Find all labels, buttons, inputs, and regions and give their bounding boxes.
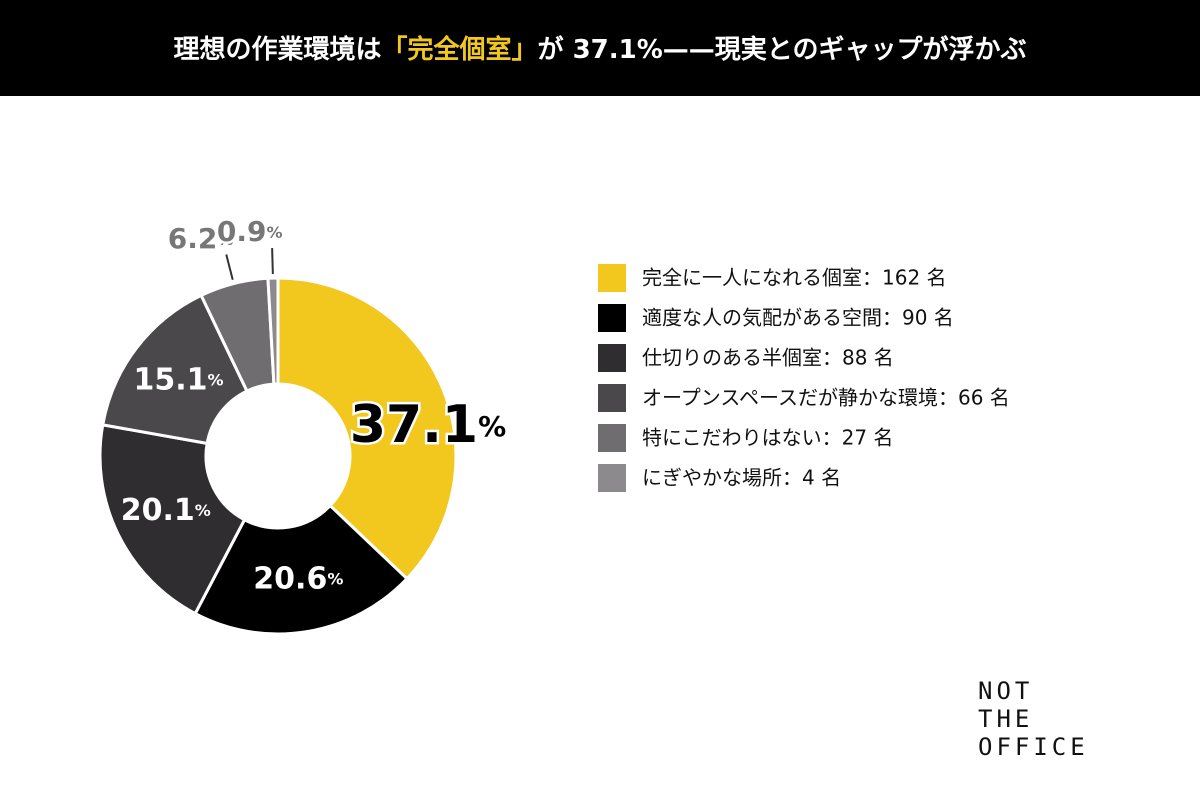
logo-line: THE — [978, 705, 1033, 733]
legend-swatch — [598, 344, 626, 372]
label-number: 0.9 — [217, 215, 267, 248]
title-highlight: 「完全個室」 — [382, 34, 538, 65]
legend-label: 適度な人の気配がある空間：90 名 — [642, 306, 954, 330]
logo-line: NOT — [978, 677, 1033, 705]
data-label: 20.6% — [253, 561, 343, 596]
label-number: 6.2 — [168, 222, 218, 255]
label-unit: % — [217, 230, 233, 249]
leader-line — [225, 254, 234, 280]
pie-slice — [193, 503, 410, 636]
label-unit: % — [478, 410, 506, 443]
pie-slice — [266, 276, 280, 386]
legend-swatch — [598, 304, 626, 332]
data-label: 6.2% — [168, 222, 234, 255]
pie-slice — [98, 423, 247, 616]
pie-slice — [101, 293, 249, 446]
label-unit: % — [327, 569, 343, 588]
label-unit: % — [195, 500, 211, 519]
label-number: 20.1 — [121, 492, 195, 527]
label-unit: % — [266, 223, 282, 242]
title-bar — [0, 0, 1200, 96]
legend-label: 仕切りのある半個室：88 名 — [642, 346, 894, 370]
data-label: 15.1% — [133, 362, 223, 397]
legend-label: にぎやかな場所：4 名 — [642, 466, 841, 490]
legend-label: オープンスペースだが静かな環境：66 名 — [642, 386, 1010, 410]
label-number: 37.1 — [350, 395, 478, 455]
data-label: 37.1% — [350, 395, 506, 455]
title-part: 理想の作業環境は — [173, 34, 381, 65]
data-label: 0.9% — [217, 215, 283, 248]
logo: NOT THE OFFICE — [978, 677, 1089, 761]
legend-swatch — [598, 424, 626, 452]
legend-label: 特にこだわりはない：27 名 — [642, 426, 893, 450]
label-number: 15.1 — [133, 362, 207, 397]
legend-swatch — [598, 464, 626, 492]
pie-slice — [276, 276, 458, 581]
title-part: が 37.1%——現実とのギャップが浮かぶ — [538, 34, 1027, 65]
leader-line — [271, 248, 274, 275]
label-number: 20.6 — [253, 561, 327, 596]
label-unit: % — [208, 370, 224, 389]
legend-label: 完全に一人になれる個室：162 名 — [642, 266, 947, 290]
data-label: 20.1% — [121, 492, 211, 527]
legend-swatch — [598, 384, 626, 412]
chart-title: 理想の作業環境は「完全個室」が 37.1%——現実とのギャップが浮かぶ — [173, 34, 1026, 65]
logo-line: OFFICE — [978, 733, 1089, 761]
legend-swatch — [598, 264, 626, 292]
